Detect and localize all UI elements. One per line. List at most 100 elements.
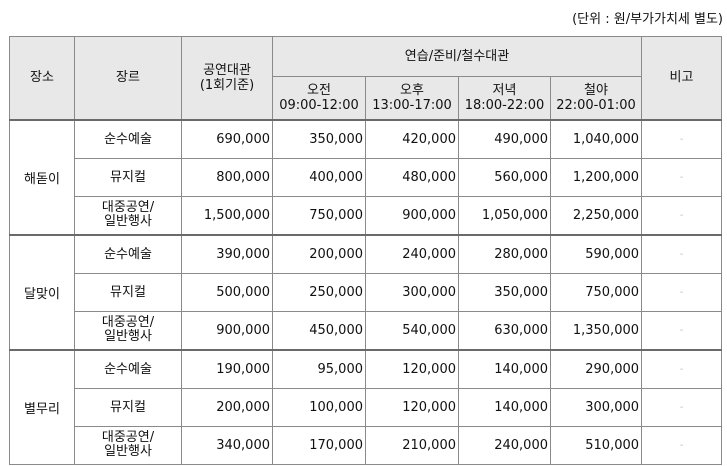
note-cell: - [641,425,723,465]
genre-line1: 뮤지컬 [110,169,146,185]
header-performance: 공연대관 (1회기준) [181,36,273,120]
header-performance-line2: (1회기준) [199,77,255,93]
table-row: 별무리 순수예술 190,000 95,000 120,000 140,000 290,00… [9,348,723,465]
fee-evening: 630,000 [458,310,551,350]
note-cell: - [641,310,723,350]
genre-cell: 뮤지컬 [74,157,182,197]
fee-morning: 200,000 [272,233,366,274]
fee-overnight: 300,000 [549,387,643,427]
genre-cell: 뮤지컬 [74,272,182,312]
genre-line1: 대중공연/ [101,200,155,215]
table-row: 뮤지컬 500,000 250,000 300,000 350,000 750,000- [10,272,723,312]
table-row: 뮤지컬 200,000 100,000 120,000 140,000 300,000- [10,387,723,427]
table-row: 달맞이 순수예술 390,000 200,000 240,000 280,000 590,0… [9,233,723,350]
note-cell: - [641,157,723,197]
note-cell: - [641,233,723,274]
fee-afternoon: 240,000 [365,233,459,274]
fee-overnight: 2,250,000 [549,195,643,235]
fee-morning: 450,000 [272,310,366,350]
genre-line1: 순수예술 [104,246,152,262]
genre-line1: 뮤지컬 [110,284,146,300]
table-body: 해돋이 순수예술 690,000 350,000 420,000 490,000 1,040… [9,118,723,465]
fee-performance: 800,000 [181,157,273,197]
genre-line1: 대중공연/ [101,315,155,330]
fee-morning: 250,000 [272,272,366,312]
fee-overnight: 590,000 [549,233,643,274]
genre-cell: 대중공연/일반행사 [74,310,182,350]
fee-morning: 350,000 [272,118,366,159]
fee-overnight: 510,000 [549,425,643,465]
genre-cell: 대중공연/일반행사 [74,195,182,235]
table-header: 장소 장르 공연대관 (1회기준) 연습/준비/철수대관 비고 오전 09:00-… [9,36,723,120]
note-cell: - [641,387,723,427]
fee-evening: 560,000 [458,157,551,197]
fee-evening: 240,000 [458,425,551,465]
venue-name: 별무리 [9,348,75,465]
fee-morning: 170,000 [272,425,366,465]
fee-overnight: 1,350,000 [549,310,643,350]
fee-evening: 1,050,000 [458,195,551,235]
fee-afternoon: 120,000 [365,348,459,389]
unit-note: (단위 : 원/부가가치세 별도) [572,12,723,27]
fee-evening: 140,000 [458,348,551,389]
header-performance-line1: 공연대관 [203,62,251,78]
genre-line1: 순수예술 [104,131,152,147]
genre-line2: 일반행사 [104,214,152,229]
fee-performance: 200,000 [181,387,273,427]
fee-afternoon: 420,000 [365,118,459,159]
fee-evening: 350,000 [458,272,551,312]
fee-afternoon: 300,000 [365,272,459,312]
fee-morning: 400,000 [272,157,366,197]
fee-evening: 140,000 [458,387,551,427]
fee-afternoon: 120,000 [365,387,459,427]
fee-overnight: 1,200,000 [549,157,643,197]
fee-overnight: 290,000 [549,348,643,389]
rental-fee-table: 장소 장르 공연대관 (1회기준) 연습/준비/철수대관 비고 오전 09:00-… [9,36,723,465]
fee-performance: 340,000 [181,425,273,465]
header-genre: 장르 [74,36,182,120]
table-row: 해돋이 순수예술 690,000 350,000 420,000 490,000 1,040… [9,118,723,235]
note-cell: - [641,272,723,312]
genre-cell: 뮤지컬 [74,387,182,427]
fee-overnight: 1,040,000 [549,118,643,159]
note-cell: - [641,118,723,159]
header-note: 비고 [641,36,723,120]
fee-afternoon: 540,000 [365,310,459,350]
genre-line2: 일반행사 [104,444,152,459]
genre-cell: 순수예술 [74,118,182,159]
header-slot-afternoon: 오후 13:00-17:00 [365,76,459,120]
fee-performance: 690,000 [181,118,273,159]
fee-performance: 1,500,000 [181,195,273,235]
fee-evening: 280,000 [458,233,551,274]
genre-line1: 순수예술 [104,361,152,377]
fee-afternoon: 480,000 [365,157,459,197]
table-row: 대중공연/일반행사 1,500,000 750,000 900,000 1,050,00… [10,195,723,235]
fee-performance: 500,000 [181,272,273,312]
fee-performance: 390,000 [181,233,273,274]
fee-morning: 100,000 [272,387,366,427]
genre-line1: 대중공연/ [101,430,155,445]
fee-afternoon: 210,000 [365,425,459,465]
note-cell: - [641,348,723,389]
table-row: 뮤지컬 800,000 400,000 480,000 560,000 1,200,000… [10,157,723,197]
genre-cell: 순수예술 [74,348,182,389]
header-slot-overnight: 철야 22:00-01:00 [549,76,643,120]
header-venue: 장소 [9,36,75,120]
header-slot-evening: 저녁 18:00-22:00 [458,76,551,120]
genre-line2: 일반행사 [104,329,152,344]
fee-overnight: 750,000 [549,272,643,312]
genre-cell: 순수예술 [74,233,182,274]
note-cell: - [641,195,723,235]
venue-name: 달맞이 [9,233,75,350]
fee-morning: 95,000 [272,348,366,389]
header-slot-morning: 오전 09:00-12:00 [272,76,366,120]
venue-name: 해돋이 [9,118,75,235]
fee-afternoon: 900,000 [365,195,459,235]
genre-line1: 뮤지컬 [110,399,146,415]
fee-performance: 190,000 [181,348,273,389]
header-practice-group: 연습/준비/철수대관 [271,36,643,77]
fee-morning: 750,000 [272,195,366,235]
genre-cell: 대중공연/일반행사 [74,425,182,465]
table-row: 대중공연/일반행사 900,000 450,000 540,000 630,000 1,3… [10,310,723,350]
fee-evening: 490,000 [458,118,551,159]
